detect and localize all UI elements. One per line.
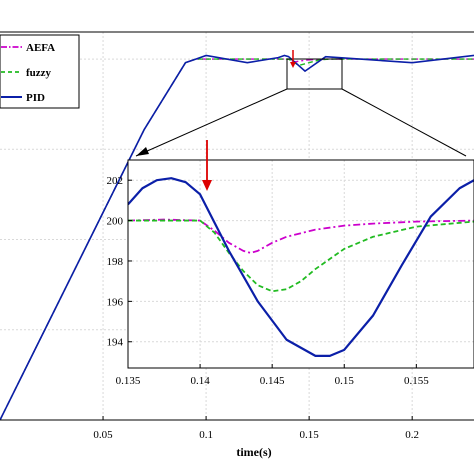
inset-y-tick-label-4: 202: [107, 175, 124, 187]
zoom-connector-left-arrowhead: [136, 147, 149, 156]
main-x-tick-label-2: 0.15: [300, 429, 320, 441]
main-series-line-pid: [0, 54, 474, 420]
legend: AEFA fuzzy PID: [0, 34, 80, 109]
inset-plot: 0.135 0.14 0.145 0.15 0.155 194 196 198 200 202: [107, 140, 474, 387]
inset-x-tick-label-0: 0.135: [116, 375, 141, 387]
inset-series-group: [128, 177, 474, 357]
legend-label-fuzzy: fuzzy: [26, 67, 52, 79]
main-x-ticks: 0.05 0.1 0.15 0.2: [93, 416, 419, 441]
inset-frame: [127, 159, 474, 369]
inset-y-tick-label-0: 194: [107, 337, 124, 349]
inset-series-line-pid: [128, 177, 474, 357]
zoom-connector-right: [341, 88, 467, 157]
inset-x-tick-label-2: 0.145: [260, 375, 285, 387]
main-x-tick-label-0: 0.05: [93, 429, 113, 441]
inset-y-tick-label-3: 200: [107, 216, 124, 228]
inset-background: [127, 159, 474, 369]
inset-y-tick-label-1: 196: [107, 296, 124, 308]
inset-y-ticks: 194 196 198 200 202: [107, 175, 132, 349]
disturbance-arrowhead-main: [290, 62, 296, 68]
zoom-region-box: [286, 58, 343, 90]
zoom-connector-left: [135, 88, 288, 157]
legend-label-pid: PID: [26, 92, 45, 104]
legend-label-aefa: AEFA: [26, 42, 55, 54]
inset-x-tick-label-1: 0.14: [190, 375, 210, 387]
disturbance-arrowhead-inset: [202, 180, 212, 191]
x-axis-label: time(s): [236, 445, 271, 459]
main-x-tick-label-3: 0.2: [405, 429, 419, 441]
inset-x-ticks: 0.135 0.14 0.145 0.15 0.155: [116, 364, 429, 387]
inset-y-tick-label-2: 198: [107, 256, 124, 268]
inset-x-tick-label-3: 0.15: [335, 375, 355, 387]
inset-series-line-aefa: [128, 218, 474, 254]
main-x-tick-label-1: 0.1: [199, 429, 213, 441]
main-series-group: [0, 54, 474, 420]
inset-x-tick-label-4: 0.155: [404, 375, 429, 387]
inset-grid: [127, 160, 474, 368]
